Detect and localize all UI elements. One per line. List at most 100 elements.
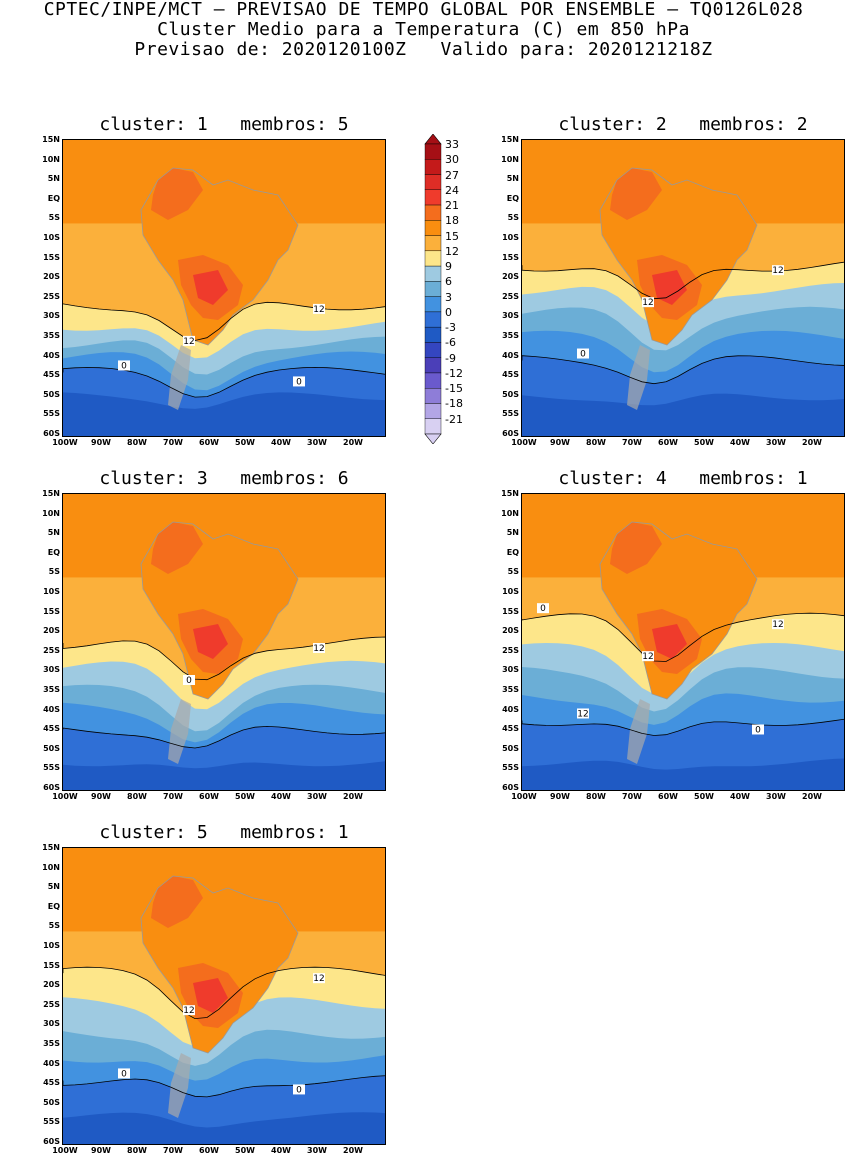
lat-label: EQ	[506, 547, 519, 557]
lat-label: 10N	[501, 508, 519, 518]
panel-5-map: 12 12 0 0	[62, 847, 386, 1145]
lon-label: 30W	[307, 1146, 327, 1155]
contour-label: 12	[313, 644, 324, 654]
lon-label: 80W	[127, 792, 147, 801]
lat-label: 20S	[502, 626, 519, 636]
lon-label: 60W	[658, 792, 678, 801]
contour-label-box	[537, 603, 549, 614]
lon-label: 80W	[586, 438, 606, 447]
header-line-1: CPTEC/INPE/MCT – PREVISAO DE TEMPO GLOBA…	[43, 0, 804, 20]
lat-label: 30S	[43, 1019, 60, 1029]
lon-label: 30W	[766, 438, 786, 447]
lat-label: 40S	[43, 1058, 60, 1068]
lon-label: 80W	[127, 438, 147, 447]
band-m3	[63, 392, 385, 436]
contour-0	[63, 366, 385, 398]
contour-label-box	[642, 297, 654, 308]
lat-label: 5N	[47, 882, 60, 892]
continent-hotspot	[652, 624, 687, 659]
lat-label: 5S	[48, 213, 60, 223]
lat-label: 15N	[42, 843, 60, 852]
lat-label: EQ	[47, 547, 60, 557]
lat-label: 35S	[43, 685, 60, 695]
lat-label: EQ	[47, 901, 60, 911]
lat-label: 50S	[502, 389, 519, 399]
contour-12	[522, 261, 844, 300]
contour-label-box	[772, 265, 784, 276]
lon-label: 60W	[199, 1146, 219, 1155]
colorbar-segment	[424, 326, 442, 343]
colorbar-label: 0	[445, 305, 452, 319]
band-m3	[63, 1112, 385, 1144]
lat-label: 10S	[502, 587, 519, 597]
contour-label-box	[183, 335, 195, 346]
colorbar-label: 30	[445, 153, 459, 167]
lat-label: 50S	[43, 1097, 60, 1107]
lon-label: 40W	[730, 438, 750, 447]
lon-label: 30W	[307, 792, 327, 801]
lat-label: 40S	[502, 350, 519, 360]
lon-label: 30W	[307, 438, 327, 447]
temperature-colorbar: 33 30 27 24 21 18 15 12 9 6 3 0 -3 -6 -9 -12 -15 -18 -21	[423, 134, 483, 444]
lat-label: 25S	[43, 999, 60, 1009]
colorbar-segment	[424, 174, 442, 190]
lat-label: 5N	[506, 174, 519, 184]
colorbar-segment	[424, 204, 442, 221]
lat-label: 35S	[502, 685, 519, 695]
lon-label: 40W	[271, 792, 291, 801]
lon-label: 40W	[730, 792, 750, 801]
contour-label: 0	[121, 361, 127, 371]
lat-label: 55S	[43, 409, 60, 419]
coastline	[140, 167, 299, 346]
lon-label: 50W	[235, 438, 255, 447]
lat-label: 15S	[43, 252, 60, 262]
lon-label: 20W	[802, 438, 822, 447]
lon-label: 100W	[511, 438, 537, 447]
lat-label: 40S	[502, 704, 519, 714]
lat-label: 20S	[43, 626, 60, 636]
contour-label-box	[118, 360, 130, 371]
contour-label: 0	[296, 1085, 302, 1095]
contour-label: 12	[772, 620, 783, 630]
contour-label-box	[293, 1084, 305, 1095]
contour-label: 12	[313, 974, 324, 984]
lon-label: 30W	[766, 792, 786, 801]
patagonia	[168, 699, 191, 764]
contour-12	[63, 636, 385, 681]
contour-12	[63, 966, 385, 1020]
continent-north	[610, 522, 662, 574]
colorbar-segment	[424, 265, 442, 282]
lat-label: 30S	[502, 311, 519, 321]
lat-label: 5S	[507, 213, 519, 223]
lon-label: 60W	[199, 792, 219, 801]
lon-label: 40W	[271, 1146, 291, 1155]
patagonia	[168, 345, 191, 410]
lat-label: 15S	[502, 252, 519, 262]
lat-label: 15S	[43, 606, 60, 616]
colorbar-segment	[424, 281, 442, 297]
patagonia	[168, 1053, 191, 1118]
lat-label: 60S	[43, 783, 60, 793]
lon-label: 90W	[91, 792, 111, 801]
lon-label: 50W	[235, 1146, 255, 1155]
lon-label: 90W	[91, 1146, 111, 1155]
contour-label-box	[313, 643, 325, 653]
colorbar-segment	[424, 403, 442, 419]
lat-label: 25S	[43, 645, 60, 655]
continent-north	[610, 168, 662, 220]
contour-label: 0	[540, 604, 546, 614]
lat-label: 25S	[502, 645, 519, 655]
lat-label: 10S	[43, 587, 60, 597]
lat-label: 5N	[47, 528, 60, 538]
lat-label: 10N	[501, 154, 519, 164]
band-m3	[522, 758, 844, 790]
patagonia	[627, 699, 650, 764]
colorbar-label: 18	[445, 214, 459, 228]
lat-label: 35S	[43, 1039, 60, 1049]
lon-label: 90W	[550, 792, 570, 801]
lon-label: 70W	[622, 438, 642, 447]
panel-3-title: cluster: 3 membros: 6	[99, 468, 349, 489]
lon-label: 20W	[343, 438, 363, 447]
lat-label: 55S	[43, 1117, 60, 1127]
colorbar-label: -18	[445, 397, 463, 411]
